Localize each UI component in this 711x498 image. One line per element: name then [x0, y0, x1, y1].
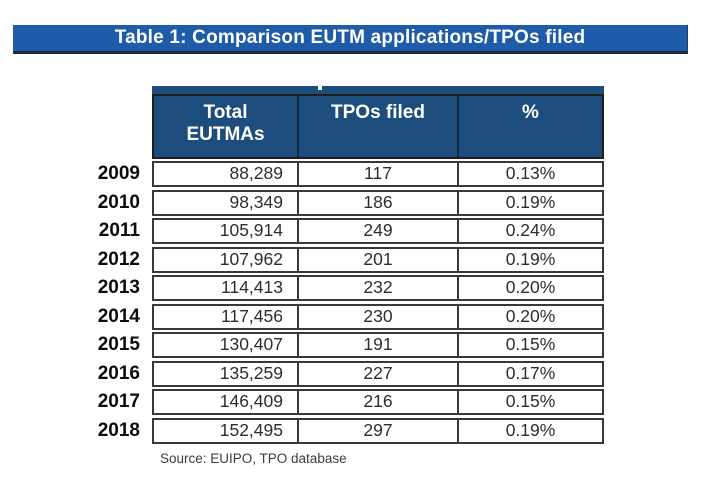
- cell-percent: 0.19%: [457, 191, 602, 214]
- cell-tpos-filed: 230: [297, 305, 457, 328]
- row-box: 114,413 232 0.20%: [152, 275, 604, 301]
- header-label-total-eutmas: Total EUTMAs: [186, 102, 265, 145]
- year-label: 2015: [97, 334, 140, 355]
- table-title-bar: Table 1: Comparison EUTM applications/TP…: [13, 25, 688, 54]
- cell-tpos-filed: 297: [297, 419, 457, 442]
- cell-tpos-filed: 232: [297, 277, 457, 299]
- cell-percent: 0.20%: [457, 277, 602, 299]
- row-box: 88,289 117 0.13%: [152, 161, 604, 187]
- header-cell-tpos-filed: TPOs filed: [297, 96, 457, 157]
- cell-total-eutmas: 88,289: [229, 163, 283, 184]
- cell-total-eutmas: 107,962: [219, 248, 283, 269]
- cell-tpos-filed: 186: [297, 191, 457, 214]
- row-box: 152,495 297 0.19%: [152, 417, 604, 444]
- cell-tpos-filed: 117: [297, 163, 457, 185]
- cell-total-eutmas: 117,456: [221, 305, 283, 326]
- header-label-tpos-filed: TPOs filed: [331, 102, 425, 123]
- year-label: 2009: [97, 163, 140, 184]
- cell-percent: 0.19%: [457, 248, 602, 271]
- table-row: 2011 105,914 249 0.24%: [90, 218, 610, 244]
- cell-percent: 0.19%: [457, 419, 602, 442]
- row-box: 117,456 230 0.20%: [152, 303, 604, 330]
- year-label: 2018: [97, 419, 140, 441]
- cell-percent: 0.13%: [457, 163, 602, 185]
- table-header-row: Total EUTMAs TPOs filed %: [152, 94, 604, 159]
- source-note: Source: EUIPO, TPO database: [160, 450, 347, 466]
- cell-percent: 0.17%: [457, 362, 602, 385]
- cropped-text-artifact: [318, 86, 322, 90]
- header-cell-percent: %: [457, 96, 602, 157]
- cell-total-eutmas: 114,413: [221, 277, 283, 298]
- table-area: Total EUTMAs TPOs filed % 2009 88,289 11…: [90, 86, 610, 466]
- cell-total-eutmas: 152,495: [219, 419, 283, 440]
- cell-tpos-filed: 216: [297, 391, 457, 413]
- cell-total-eutmas: 98,349: [229, 191, 283, 212]
- cell-percent: 0.24%: [457, 220, 602, 242]
- cell-tpos-filed: 191: [297, 334, 457, 356]
- year-label: 2016: [97, 362, 140, 384]
- header-cell-total-eutmas: Total EUTMAs: [154, 96, 297, 157]
- row-box: 130,407 191 0.15%: [152, 332, 604, 358]
- year-label: 2014: [97, 305, 140, 327]
- cell-total-eutmas: 146,409: [219, 391, 283, 412]
- cell-percent: 0.20%: [457, 305, 602, 328]
- header-label-percent: %: [522, 102, 539, 123]
- table-body: 2009 88,289 117 0.13% 2010 98,349 186 0.…: [90, 161, 610, 444]
- table-row: 2013 114,413 232 0.20%: [90, 275, 610, 301]
- table-top-strip: [152, 86, 604, 94]
- year-label: 2013: [97, 277, 140, 298]
- table-row: 2018 152,495 297 0.19%: [90, 417, 610, 444]
- table-row: 2017 146,409 216 0.15%: [90, 389, 610, 415]
- row-box: 107,962 201 0.19%: [152, 246, 604, 273]
- row-box: 146,409 216 0.15%: [152, 389, 604, 415]
- cell-total-eutmas: 130,407: [219, 334, 283, 355]
- cell-percent: 0.15%: [457, 334, 602, 356]
- table-row: 2012 107,962 201 0.19%: [90, 246, 610, 273]
- table-row: 2010 98,349 186 0.19%: [90, 189, 610, 216]
- row-box: 98,349 186 0.19%: [152, 189, 604, 216]
- year-label: 2010: [97, 191, 140, 213]
- table-row: 2014 117,456 230 0.20%: [90, 303, 610, 330]
- year-label: 2017: [97, 391, 140, 412]
- cell-tpos-filed: 227: [297, 362, 457, 385]
- cell-tpos-filed: 249: [297, 220, 457, 242]
- row-box: 135,259 227 0.17%: [152, 360, 604, 387]
- row-box: 105,914 249 0.24%: [152, 218, 604, 244]
- table-title: Table 1: Comparison EUTM applications/TP…: [114, 27, 586, 48]
- table-row: 2015 130,407 191 0.15%: [90, 332, 610, 358]
- table-row: 2016 135,259 227 0.17%: [90, 360, 610, 387]
- cell-total-eutmas: 105,914: [219, 220, 283, 241]
- cell-total-eutmas: 135,259: [219, 362, 283, 383]
- cell-percent: 0.15%: [457, 391, 602, 413]
- table-row: 2009 88,289 117 0.13%: [90, 161, 610, 187]
- year-label: 2012: [97, 248, 140, 270]
- cell-tpos-filed: 201: [297, 248, 457, 271]
- year-label: 2011: [98, 220, 140, 241]
